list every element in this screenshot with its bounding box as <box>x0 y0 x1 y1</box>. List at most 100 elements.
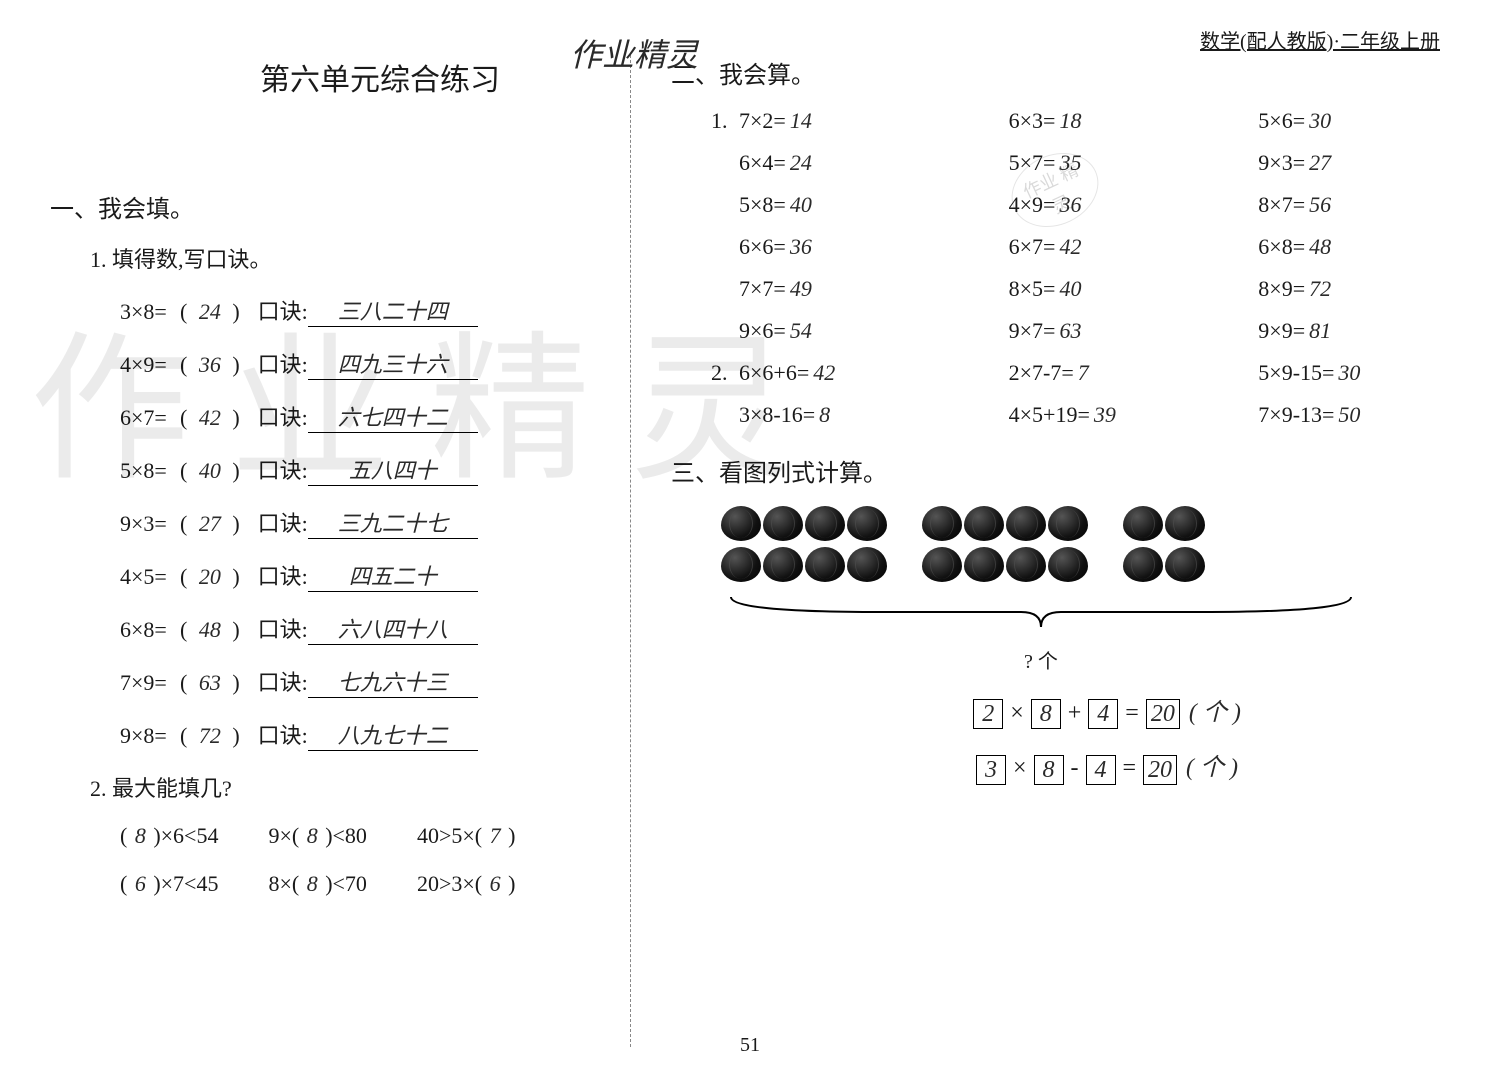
calc-item: 6×3=18 <box>981 108 1231 134</box>
item-number: 2. <box>711 360 739 386</box>
equation-line: 2×8+4=20( 个 ) <box>781 692 1430 729</box>
melon-group <box>1123 506 1205 582</box>
unit-label: ( 个 ) <box>1186 755 1238 781</box>
answer: 6 <box>127 871 153 897</box>
calc-item: 9×6=54 <box>711 318 981 344</box>
answer: 36 <box>790 234 830 260</box>
eq-lines: 2×8+4=20( 个 )3×8-4=20( 个 ) <box>721 692 1430 785</box>
watermelon-icon <box>1123 506 1163 541</box>
q1-row: 9×3=(27)口诀:三九二十七 <box>120 506 610 539</box>
calc-item: 8×9=72 <box>1230 276 1430 302</box>
answer: 40 <box>187 458 232 484</box>
watermelon-icon <box>922 506 962 541</box>
watermelon-icon <box>1006 506 1046 541</box>
answer: 48 <box>1309 234 1349 260</box>
paren-open: ( <box>180 511 187 537</box>
eq-label: 9×8= <box>120 723 180 749</box>
paren-close: ) <box>232 511 239 537</box>
calc-item: 3×8-16=8 <box>711 402 981 428</box>
koujue-answer: 八九七十二 <box>308 718 478 751</box>
question: 8×7= <box>1258 192 1305 218</box>
answer: 7 <box>1078 360 1118 386</box>
watermark-top: 作业精灵 <box>570 30 698 76</box>
question: 6×4= <box>739 150 786 176</box>
watermelon-icon <box>1165 547 1205 582</box>
answer: 30 <box>1338 360 1378 386</box>
q2-item: 8×(8)<70 <box>268 871 366 897</box>
paren-open: ( <box>180 299 187 325</box>
q2-row: (6)×7<458×(8)<7020>3×(6) <box>120 871 610 897</box>
calc-item: 7×9-13=50 <box>1230 402 1430 428</box>
answer: 49 <box>790 276 830 302</box>
answer-box: 3 <box>976 755 1006 785</box>
koujue-label: 口诀: <box>258 506 308 538</box>
watermelon-icon <box>721 547 761 582</box>
paren-open: ( <box>180 458 187 484</box>
koujue-label: 口诀: <box>258 559 308 591</box>
section1-title: 一、我会填。 <box>50 189 610 224</box>
answer-box: 8 <box>1031 699 1061 729</box>
calc-item: 2×7-7=7 <box>981 360 1231 386</box>
melon-group <box>922 506 1088 582</box>
q2-item: 20>3×(6) <box>417 871 515 897</box>
eq-label: 3×8= <box>120 299 180 325</box>
q1-row: 6×7=(42)口诀:六七四十二 <box>120 400 610 433</box>
answer-box: 4 <box>1088 699 1118 729</box>
question: 6×6+6= <box>739 360 809 386</box>
answer: 72 <box>187 723 232 749</box>
answer: 8 <box>299 823 325 849</box>
question: 7×7= <box>739 276 786 302</box>
answer: 20 <box>187 564 232 590</box>
koujue-label: 口诀: <box>258 665 308 697</box>
watermelon-icon <box>721 506 761 541</box>
calc-item: 9×7=63 <box>981 318 1231 344</box>
answer: 8 <box>819 402 859 428</box>
calc-item: 5×6=30 <box>1230 108 1430 134</box>
question: 5×8= <box>739 192 786 218</box>
q1-row: 9×8=(72)口诀:八九七十二 <box>120 718 610 751</box>
question: 9×7= <box>1009 318 1056 344</box>
question: 9×9= <box>1258 318 1305 344</box>
koujue-answer: 四九三十六 <box>308 347 478 380</box>
answer: 63 <box>187 670 232 696</box>
q2-title: 2. 最大能填几? <box>90 771 610 803</box>
operator: = <box>1123 755 1137 781</box>
paren-open: ( <box>180 564 187 590</box>
koujue-label: 口诀: <box>258 612 308 644</box>
melon-groups <box>721 506 1430 582</box>
koujue-answer: 五八四十 <box>308 453 478 486</box>
answer: 6 <box>482 871 508 897</box>
koujue-label: 口诀: <box>258 294 308 326</box>
brace-label: ? 个 <box>721 645 1361 674</box>
eq-label: 4×5= <box>120 564 180 590</box>
q2-item: 9×(8)<80 <box>268 823 366 849</box>
answer: 8 <box>127 823 153 849</box>
paren-open: ( <box>180 617 187 643</box>
calc-row: 2.6×6+6=422×7-7=75×9-15=30 <box>711 360 1430 386</box>
answer: 56 <box>1309 192 1349 218</box>
q2-item: 40>5×(7) <box>417 823 515 849</box>
melon-row <box>721 506 887 541</box>
page-number: 51 <box>0 1034 1500 1057</box>
answer: 81 <box>1309 318 1349 344</box>
watermelon-icon <box>964 547 1004 582</box>
brace-icon <box>721 592 1361 642</box>
melon-row <box>721 547 887 582</box>
calc-item: 4×5+19=39 <box>981 402 1231 428</box>
question: 8×5= <box>1009 276 1056 302</box>
item-number: 1. <box>711 108 739 134</box>
q1-row: 4×9=(36)口诀:四九三十六 <box>120 347 610 380</box>
koujue-answer: 三九二十七 <box>308 506 478 539</box>
watermelon-icon <box>847 506 887 541</box>
question: 6×6= <box>739 234 786 260</box>
paren-close: ) <box>232 564 239 590</box>
question: 7×9-13= <box>1258 402 1334 428</box>
section3-title: 三、看图列式计算。 <box>671 453 1430 488</box>
koujue-answer: 六七四十二 <box>308 400 478 433</box>
section2-title: 二、我会算。 <box>671 55 1430 90</box>
section3: 三、看图列式计算。 ? 个 2×8+4=20( 个 )3×8-4=20( 个 ) <box>671 453 1430 785</box>
question: 3×8-16= <box>739 402 815 428</box>
answer: 48 <box>187 617 232 643</box>
koujue-label: 口诀: <box>258 347 308 379</box>
question: 2×7-7= <box>1009 360 1074 386</box>
